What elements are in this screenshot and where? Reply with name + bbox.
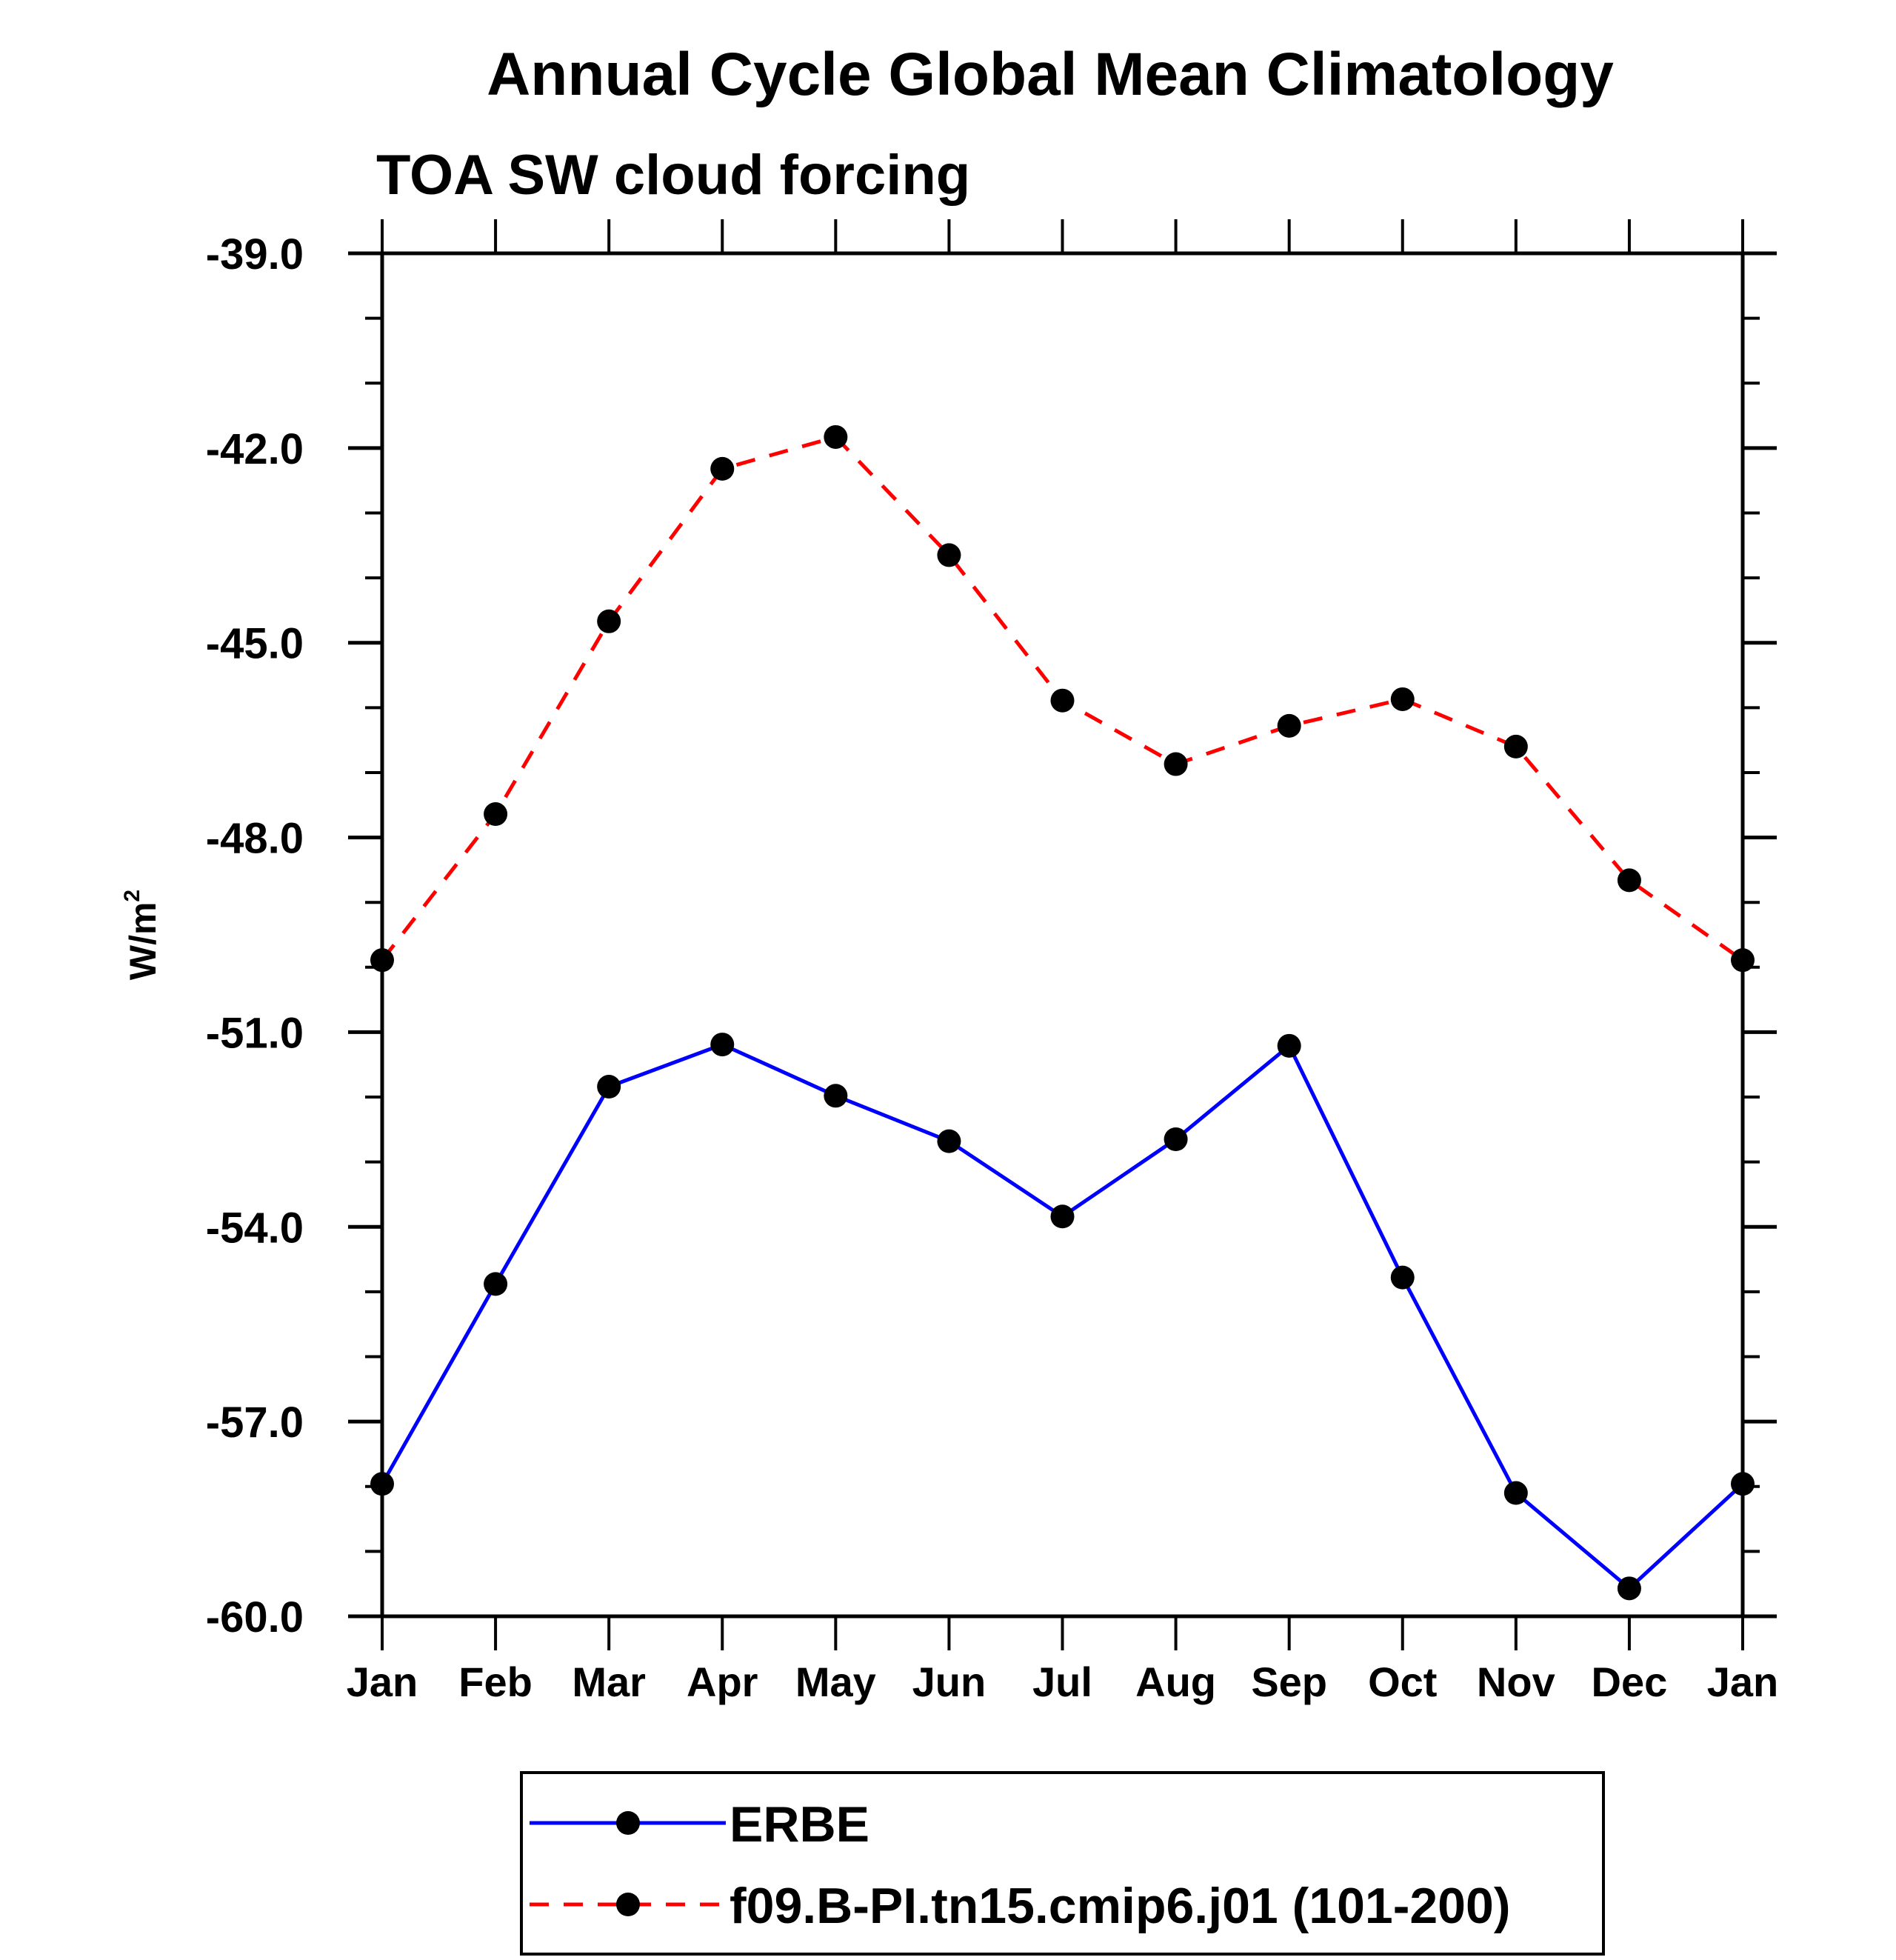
y-tick-label: -45.0 (206, 620, 304, 668)
data-point (484, 1272, 508, 1296)
y-axis-label: W/m2 (120, 890, 164, 980)
data-point (370, 1472, 394, 1496)
data-point (597, 1075, 621, 1099)
y-tick-label: -48.0 (206, 815, 304, 863)
chart-subtitle: TOA SW cloud forcing (376, 144, 970, 207)
data-point (484, 802, 508, 827)
legend-marker-erbe (616, 1811, 640, 1835)
data-point (1277, 713, 1301, 738)
y-tick-label: -42.0 (206, 425, 304, 473)
legend-item-model: f09.B-PI.tn15.cmip6.j01 (101-200) (530, 1878, 1510, 1934)
data-point (1277, 1033, 1301, 1058)
y-tick-label: -54.0 (206, 1204, 304, 1252)
legend: ERBE f09.B-PI.tn15.cmip6.j01 (101-200) (520, 1771, 1605, 1956)
x-tick-label: Nov (1477, 1659, 1555, 1705)
axes: -39.0 -42.0 -45.0 -48.0 -51.0 -54.0 -57.0 -60.0… (206, 219, 1778, 1705)
x-tick-label: Sep (1251, 1659, 1327, 1705)
data-point (937, 1129, 961, 1153)
data-point (1390, 687, 1415, 711)
legend-label-erbe: ERBE (730, 1796, 869, 1853)
legend-marker-model (616, 1893, 640, 1916)
x-tick-label: Aug (1135, 1659, 1216, 1705)
data-point (1164, 752, 1188, 776)
chart-title: Annual Cycle Global Mean Climatology (487, 41, 1614, 108)
data-point (710, 456, 735, 481)
y-axis-label-superscript: 2 (120, 890, 144, 902)
legend-box (520, 1771, 1605, 1956)
data-point (1164, 1127, 1188, 1151)
x-tick-label: Jan (347, 1659, 418, 1705)
data-point (1617, 868, 1641, 893)
legend-item-erbe: ERBE (530, 1796, 869, 1853)
series-model (370, 424, 1755, 973)
x-tick-label: Jul (1032, 1659, 1092, 1705)
y-tick-label: -57.0 (206, 1399, 304, 1447)
x-tick-label: Jan (1707, 1659, 1779, 1705)
data-point (1503, 1481, 1528, 1505)
data-point (597, 609, 621, 633)
data-point (370, 948, 394, 973)
x-tick-label: May (795, 1659, 876, 1705)
y-tick-label: -39.0 (206, 230, 304, 279)
data-point (1050, 688, 1075, 713)
y-tick-label: -51.0 (206, 1009, 304, 1057)
data-point (1050, 1204, 1075, 1229)
data-point (937, 543, 961, 567)
x-tick-label: Mar (572, 1659, 646, 1705)
x-tick-label: Oct (1368, 1659, 1437, 1705)
data-point (824, 1084, 848, 1108)
data-point (1731, 1472, 1755, 1496)
x-tick-label: Apr (687, 1659, 758, 1705)
data-point (1617, 1576, 1641, 1601)
data-point (710, 1033, 735, 1057)
y-tick-label: -60.0 (206, 1593, 304, 1641)
legend-label-model: f09.B-PI.tn15.cmip6.j01 (101-200) (730, 1878, 1510, 1934)
data-point (1731, 948, 1755, 973)
y-axis-label-text: W/m2 (120, 890, 164, 980)
data-point (1503, 734, 1528, 759)
data-point (824, 424, 848, 449)
x-tick-label: Jun (912, 1659, 987, 1705)
x-tick-label: Feb (458, 1659, 533, 1705)
x-tick-label: Dec (1592, 1659, 1668, 1705)
series-erbe (370, 1033, 1755, 1601)
data-point (1390, 1265, 1415, 1290)
y-axis-label-unit: W/m (122, 902, 164, 981)
series-layer (370, 424, 1755, 1601)
